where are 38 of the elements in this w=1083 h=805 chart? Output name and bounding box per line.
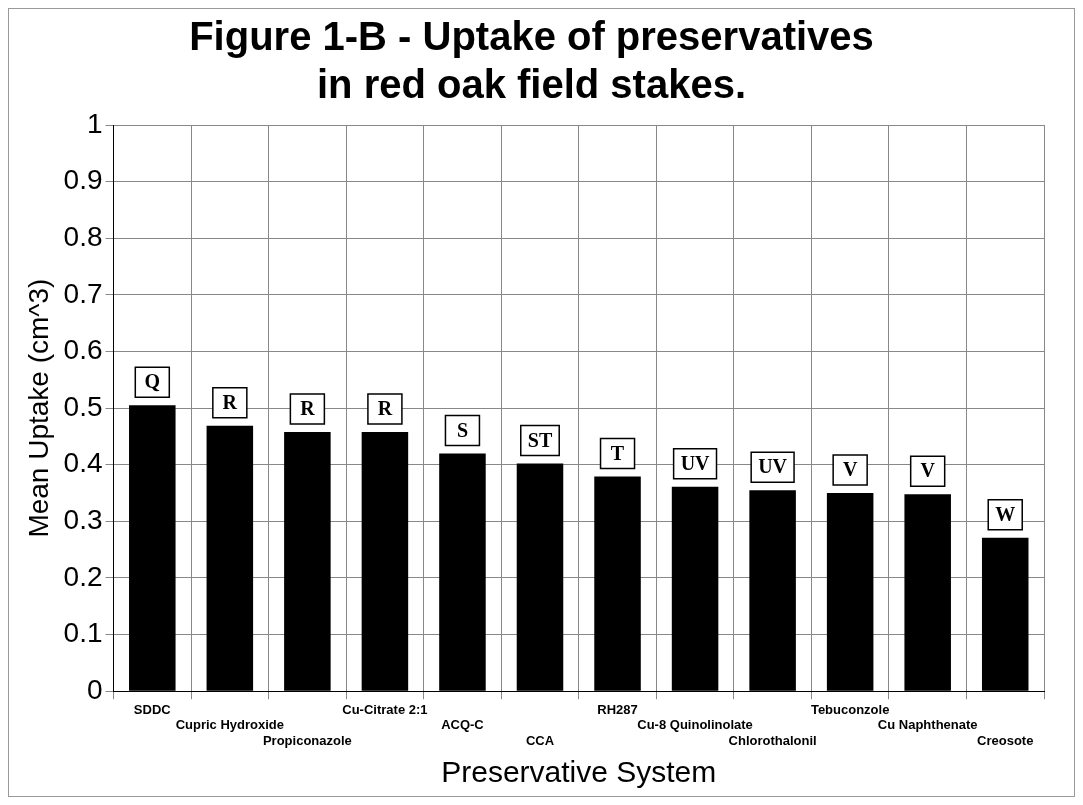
data-label: R [377,397,393,420]
x-tick-label: SDDC [133,701,172,717]
data-label: ST [527,428,553,451]
data-label: R [300,397,316,420]
y-tick-label: 0.3 [63,504,103,536]
x-tick-label: Cupric Hydroxide [175,717,285,733]
y-tick-label: 1 [86,107,103,139]
y-axis-title: Mean Uptake (cm^3) [22,278,54,538]
y-tick-label: 0.2 [63,560,103,592]
data-label: Q [144,370,161,393]
x-tick-label: RH287 [597,701,638,717]
data-label: V [842,458,858,481]
x-axis-title: Preservative System [441,755,717,789]
y-tick-label: 0.6 [63,334,103,366]
y-tick-label: 0.4 [63,447,103,479]
x-tick-label: Cu Naphthenate [877,717,978,733]
y-tick-label: 0 [86,673,103,705]
x-tick-label: CCA [525,732,555,748]
data-label: S [456,418,469,441]
y-tick-label: 0.1 [63,617,103,649]
x-tick-label: Creosote [977,732,1034,748]
data-label: R [222,390,238,413]
x-tick-label: Propiconazole [262,732,352,748]
y-tick-label: 0.5 [63,390,103,422]
x-tick-label: Cu-Citrate 2:1 [342,701,428,717]
y-tick-label: 0.9 [63,164,103,196]
data-label: UV [758,455,788,478]
y-tick-label: 0.8 [63,220,103,252]
x-tick-label: Tebuconzole [810,701,890,717]
data-label: V [920,459,936,482]
y-tick-label: 0.7 [63,277,103,309]
x-tick-label: Cu-8 Quinolinolate [637,717,753,733]
x-tick-label: ACQ-C [441,717,485,733]
data-label: W [995,502,1016,525]
x-tick-label: Chlorothalonil [728,732,817,748]
data-label: UV [680,451,711,474]
chart-title: Figure 1-B - Uptake of preservatives in red oak field stakes. [189,14,874,107]
data-label: T [610,441,625,464]
